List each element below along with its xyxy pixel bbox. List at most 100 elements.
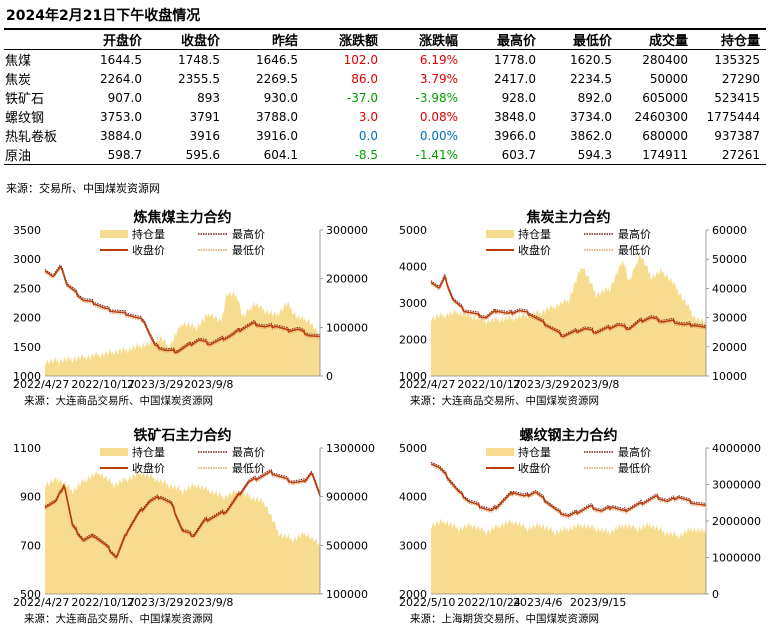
row-name: 螺纹钢 [5, 111, 45, 126]
table-row: 焦炭 2264.0 2355.5 2269.5 86.0 3.79% 2417.0 2234.… [4, 69, 766, 89]
cell-close: 2355.5 [178, 71, 220, 86]
cell-open: 3884.0 [100, 128, 142, 143]
legend-label-low: 最低价 [618, 462, 651, 475]
legend-label-high: 最高价 [232, 445, 265, 459]
y-left-tick-label: 1000 [399, 370, 427, 383]
y-left-tick-label: 2000 [399, 588, 427, 601]
y-left-tick-label: 1500 [13, 341, 41, 354]
table-row: 螺纹钢 3753.0 3791 3788.0 3.0 0.08% 3848.0 3734.0 2… [4, 107, 766, 127]
close-price-line [44, 265, 320, 354]
table-header-row: 开盘价 收盘价 昨结 涨跌额 涨跌幅 最高价 最低价 成交量 持仓量 [4, 28, 766, 50]
cell-oi: 523415 [714, 90, 760, 105]
row-name: 铁矿石 [5, 92, 45, 107]
cell-close: 893 [197, 90, 220, 105]
y-left-tick-label: 3000 [13, 253, 41, 266]
x-tick-label: 2023/9/8 [184, 378, 233, 391]
y-right-tick-label: 300000 [326, 224, 368, 237]
cell-low: 3862.0 [570, 128, 612, 143]
cell-pct: -3.98% [415, 90, 458, 105]
cell-close: 3791 [189, 109, 220, 124]
cell-low: 594.3 [542, 145, 618, 165]
cell-volume: 2460300 [634, 109, 688, 124]
cell-prev: 930.0 [263, 90, 298, 105]
cell-volume: 50000 [649, 71, 688, 86]
col-header: 最高价 [464, 28, 542, 50]
high-price-line [430, 273, 707, 336]
cell-high: 928.0 [501, 90, 536, 105]
open-interest-area [431, 252, 706, 376]
y-left-tick-label: 3500 [13, 224, 41, 237]
cell-pct: 0.00% [419, 128, 458, 143]
y-left-tick-label: 1000 [13, 370, 41, 383]
legend-label-close: 收盘价 [132, 243, 165, 257]
y-right-tick-label: 1000000 [712, 552, 761, 565]
cell-low: 3734.0 [570, 109, 612, 124]
low-price-line [430, 276, 707, 339]
y-left-tick-label: 2500 [13, 282, 41, 295]
x-tick-label: 2023/4/6 [513, 596, 562, 609]
legend-label-high: 最高价 [618, 227, 651, 241]
cell-volume: 680000 [642, 128, 688, 143]
cell-low: 892.0 [577, 90, 612, 105]
legend-label-oi: 持仓量 [518, 445, 551, 459]
x-tick-label: 2023/9/8 [570, 378, 619, 391]
cell-high: 2417.0 [494, 71, 536, 86]
high-price-line [430, 461, 707, 516]
legend-swatch-oi [486, 448, 514, 456]
legend-label-close: 收盘价 [518, 461, 551, 475]
legend-label-oi: 持仓量 [132, 227, 165, 241]
x-tick-label: 2022/4/27 [399, 378, 455, 391]
legend-label-low: 最低价 [232, 462, 265, 475]
cell-chg: -37.0 [346, 90, 378, 105]
col-header: 成交量 [618, 28, 694, 50]
legend-label-oi: 持仓量 [132, 445, 165, 459]
y-left-tick-label: 4000 [399, 261, 427, 274]
col-header: 涨跌幅 [384, 28, 464, 50]
cell-prev: 3916.0 [256, 128, 298, 143]
y-left-tick-label: 500 [20, 588, 41, 601]
low-price-line [44, 472, 321, 561]
y-right-tick-label: 50000 [712, 253, 747, 266]
table-row: 原油 598.7 595.6 604.1 -8.5 -1.41% 603.7 594.3 174… [4, 145, 766, 165]
cell-open: 907.0 [107, 90, 142, 105]
col-header: 昨结 [226, 28, 304, 50]
chart-title: 螺纹钢主力合约 [520, 427, 618, 444]
cell-prev: 604.1 [226, 145, 304, 165]
legend-label-close: 收盘价 [132, 461, 165, 475]
cell-prev: 1646.5 [256, 52, 298, 67]
cell-open: 3753.0 [100, 109, 142, 124]
chart-title: 焦炭主力合约 [526, 209, 611, 226]
legend-label-high: 最高价 [618, 445, 651, 459]
x-tick-label: 2022/10/17 [71, 378, 134, 391]
open-interest-area [45, 291, 320, 376]
low-price-line [430, 465, 707, 519]
y-left-tick-label: 4000 [399, 491, 427, 504]
y-left-tick-label: 2000 [399, 334, 427, 347]
cell-open: 2264.0 [100, 71, 142, 86]
close-price-line [430, 463, 707, 518]
chart-source: 来源：大连商品交易所、中国煤炭资源网 [24, 612, 213, 625]
x-tick-label: 2022/10/17 [71, 596, 134, 609]
x-tick-label: 2022/4/27 [13, 596, 69, 609]
chart-title: 炼焦煤主力合约 [134, 209, 232, 226]
y-right-tick-label: 3000000 [712, 479, 761, 492]
y-left-tick-label: 1100 [13, 442, 41, 455]
cell-pct: -1.41% [384, 145, 464, 165]
y-right-tick-label: 2000000 [712, 515, 761, 528]
col-header: 收盘价 [148, 28, 226, 50]
y-left-tick-label: 3000 [399, 297, 427, 310]
cell-volume: 280400 [642, 52, 688, 67]
cell-oi: 1775444 [706, 109, 760, 124]
chart-iron-ore: 铁矿石主力合约 500 700 900 1100 100000 500000 900000 13… [13, 427, 375, 625]
cell-high: 3848.0 [494, 109, 536, 124]
y-left-tick-label: 5000 [399, 442, 427, 455]
cell-volume: 174911 [618, 145, 694, 165]
x-tick-label: 2023/3/29 [513, 378, 569, 391]
cell-oi: 27290 [721, 71, 760, 86]
cell-high: 3966.0 [494, 128, 536, 143]
chart-title: 铁矿石主力合约 [134, 427, 232, 444]
y-left-tick-label: 700 [20, 539, 41, 552]
cell-pct: 6.19% [419, 52, 458, 67]
high-price-line [44, 469, 321, 557]
table-row: 焦煤 1644.5 1748.5 1646.5 102.0 6.19% 1778.0 1620… [4, 50, 766, 70]
